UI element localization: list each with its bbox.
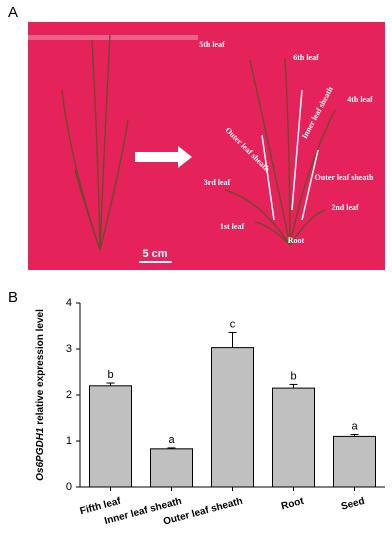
photo-label: 4th leaf — [347, 95, 373, 104]
photo: 5 cm — [28, 22, 385, 270]
photo-label: 1st leaf — [220, 222, 245, 231]
bar — [89, 385, 132, 488]
significance-letter: a — [351, 420, 358, 432]
panel-label: A — [8, 4, 18, 21]
photo-label: 6th leaf — [293, 53, 319, 62]
error-bar — [289, 383, 298, 389]
panel-label: B — [8, 289, 18, 306]
error-bar — [106, 382, 115, 386]
significance-letter: a — [168, 434, 175, 446]
photo-label: 3rd leaf — [204, 178, 231, 187]
y-tick-label: 0 — [66, 481, 72, 493]
bar — [150, 448, 193, 488]
y-label-gene: Os6PGDH1 — [35, 427, 46, 481]
bar — [333, 435, 376, 488]
error-bar — [167, 447, 176, 449]
scale-bar-label: 5 cm — [142, 248, 167, 260]
x-tick-label: Seed — [340, 496, 366, 513]
plant — [61, 34, 336, 251]
y-axis-label: Os6PGDH1 relative expression level — [35, 309, 46, 481]
bar — [272, 387, 315, 488]
photo-label: Root — [288, 236, 305, 245]
y-tick-label: 3 — [66, 343, 72, 355]
error-bar — [350, 434, 359, 437]
significance-letter: b — [107, 369, 113, 381]
significance-letter: b — [290, 370, 296, 382]
photo-band — [28, 35, 198, 40]
photo-label: 2nd leaf — [331, 203, 359, 212]
y-tick-label: 1 — [66, 435, 72, 447]
bar — [211, 347, 254, 488]
x-tick-label: Root — [280, 496, 305, 513]
y-tick-label: 2 — [66, 389, 72, 401]
photo-label: 5th leaf — [199, 40, 225, 49]
y-tick-label: 4 — [66, 297, 72, 309]
photo-background — [28, 22, 385, 270]
significance-letter: c — [230, 318, 236, 330]
photo-label: Outer leaf sheath — [315, 173, 375, 182]
y-label-text: relative expression level — [35, 309, 46, 425]
sheath-brackets — [261, 89, 319, 221]
arrow — [135, 146, 192, 168]
error-bar — [228, 331, 237, 348]
